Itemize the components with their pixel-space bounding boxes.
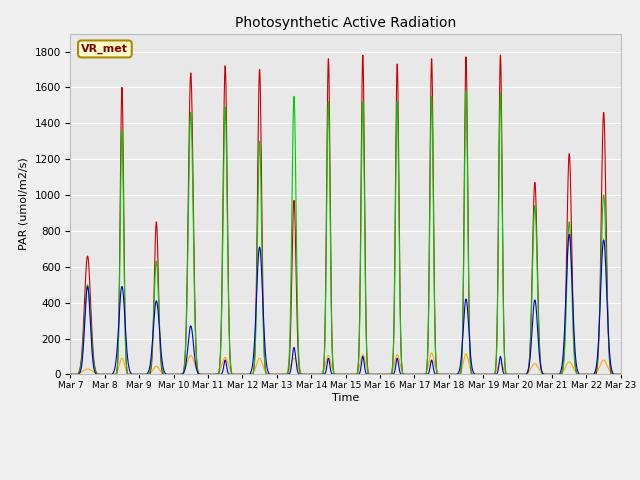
Text: VR_met: VR_met [81,44,129,54]
Y-axis label: PAR (umol/m2/s): PAR (umol/m2/s) [19,157,29,251]
X-axis label: Time: Time [332,393,359,403]
Title: Photosynthetic Active Radiation: Photosynthetic Active Radiation [235,16,456,30]
